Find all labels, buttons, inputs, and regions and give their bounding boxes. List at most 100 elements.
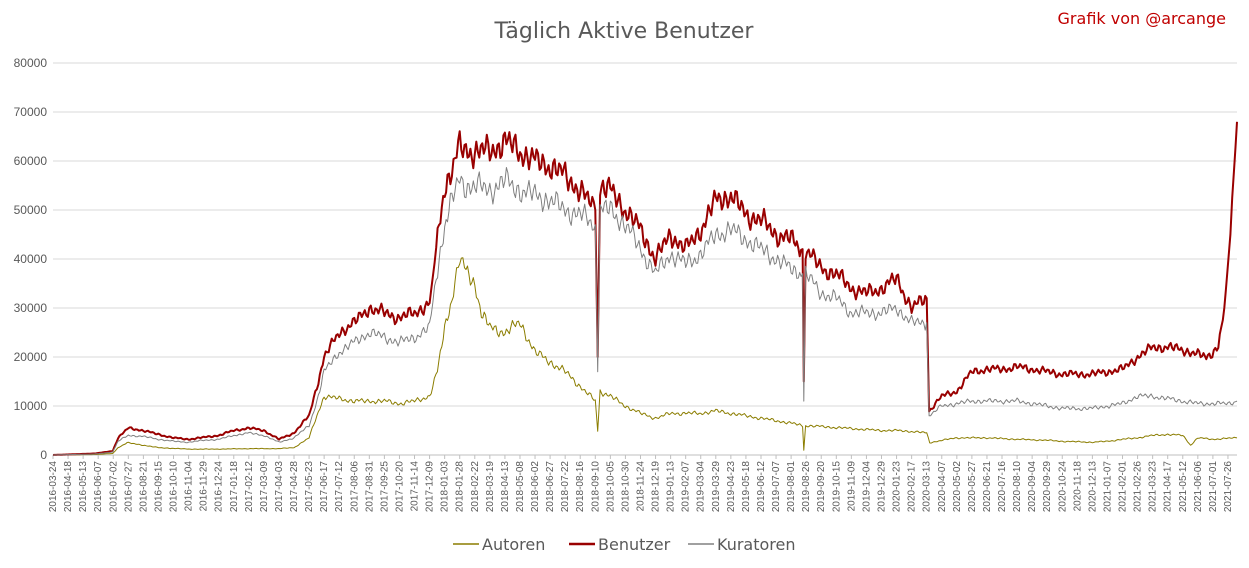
- x-tick-label: 2018-04-13: [500, 461, 511, 513]
- x-tick-label: 2018-10-30: [620, 461, 631, 513]
- y-axis: 0 10000 20000 30000 40000 50000 60000 70000 8000…: [14, 56, 48, 462]
- x-tick-label: 2021-06-06: [1193, 461, 1204, 513]
- legend-label: Benutzer: [598, 535, 671, 554]
- x-tick-label: 2017-09-25: [379, 461, 390, 513]
- x-tick-label: 2020-04-07: [937, 461, 948, 513]
- x-tick-label: 2021-02-01: [1118, 461, 1129, 513]
- x-tick-label: 2019-07-07: [771, 461, 782, 513]
- x-tick-label: 2016-12-24: [214, 461, 225, 513]
- legend: Autoren Benutzer Kuratoren: [453, 535, 796, 554]
- x-tick-label: 2017-04-28: [289, 461, 300, 513]
- x-tick-label: 2018-03-19: [485, 461, 496, 513]
- x-tick-label: 2017-10-20: [394, 461, 405, 513]
- x-tick-label: 2016-03-24: [48, 461, 59, 513]
- x-tick-label: 2019-09-20: [816, 461, 827, 513]
- x-tick-label: 2018-08-16: [575, 461, 586, 513]
- x-tick-label: 2021-05-12: [1178, 461, 1189, 513]
- x-tick-label: 2019-04-23: [726, 461, 737, 513]
- x-tick-label: 2016-10-10: [169, 461, 180, 513]
- x-tick-label: 2020-11-18: [1072, 461, 1083, 512]
- x-tick-label: 2021-01-07: [1102, 461, 1113, 513]
- x-tick-label: 2021-07-26: [1223, 461, 1234, 513]
- x-tick-label: 2017-02-12: [244, 461, 255, 513]
- legend-label: Kuratoren: [717, 535, 796, 554]
- x-tick-label: 2019-08-26: [801, 461, 812, 513]
- x-tick-label: 2018-01-28: [455, 461, 466, 513]
- x-tick-label: 2017-11-14: [410, 461, 421, 512]
- x-tick-label: 2019-10-15: [831, 461, 842, 513]
- x-tick-label: 2019-06-12: [756, 461, 767, 513]
- x-tick-label: 2017-12-09: [425, 461, 436, 513]
- x-tick-label: 2020-02-17: [907, 461, 918, 513]
- chart-credit: Grafik von @arcange: [1058, 9, 1226, 28]
- x-tick-label: 2019-11-09: [846, 461, 857, 512]
- x-tick-label: 2017-08-31: [364, 461, 375, 513]
- x-tick-label: 2021-02-26: [1133, 461, 1144, 513]
- x-tick-label: 2019-03-04: [696, 461, 707, 513]
- legend-label: Autoren: [482, 535, 545, 554]
- x-tick-label: 2016-07-27: [123, 461, 134, 513]
- x-tick-label: 2017-06-17: [319, 461, 330, 513]
- x-tick-label: 2018-01-03: [440, 461, 451, 513]
- y-tick-label: 30000: [14, 301, 48, 315]
- x-tick-label: 2020-10-24: [1057, 461, 1068, 513]
- x-tick-label: 2019-08-01: [786, 461, 797, 513]
- x-tick-label: 2017-04-03: [274, 461, 285, 513]
- x-tick-label: 2018-02-22: [470, 461, 481, 513]
- x-tick-label: 2019-12-29: [876, 461, 887, 513]
- x-tick-label: 2018-09-10: [590, 461, 601, 513]
- x-tick-label: 2021-04-17: [1163, 461, 1174, 513]
- x-tick-label: 2020-09-04: [1027, 461, 1038, 513]
- x-tick-label: 2016-09-15: [153, 461, 164, 513]
- y-tick-label: 10000: [14, 399, 48, 413]
- x-tick-label: 2020-09-29: [1042, 461, 1053, 513]
- x-tick-label: 2018-10-05: [605, 461, 616, 513]
- x-axis: 2016-03-24 2016-04-18 2016-05-13 2016-06-07…: [48, 455, 1234, 512]
- x-tick-label: 2021-03-23: [1148, 461, 1159, 513]
- x-tick-label: 2017-07-12: [334, 461, 345, 513]
- y-tick-label: 40000: [14, 252, 48, 266]
- x-tick-label: 2017-03-09: [259, 461, 270, 513]
- y-tick-label: 70000: [14, 105, 48, 119]
- gridlines: [53, 62, 1237, 456]
- x-tick-label: 2020-05-02: [952, 461, 963, 513]
- x-tick-label: 2018-06-27: [545, 461, 556, 513]
- x-tick-label: 2020-07-16: [997, 461, 1008, 513]
- x-tick-label: 2017-08-06: [349, 461, 360, 513]
- x-tick-label: 2016-05-13: [78, 461, 89, 513]
- x-tick-label: 2016-04-18: [63, 461, 74, 513]
- x-tick-label: 2016-08-21: [138, 461, 149, 513]
- x-tick-label: 2019-03-29: [711, 461, 722, 513]
- x-tick-label: 2020-03-13: [922, 461, 933, 513]
- x-tick-label: 2020-01-23: [892, 461, 903, 513]
- y-tick-label: 60000: [14, 154, 48, 168]
- x-tick-label: 2018-07-22: [560, 461, 571, 513]
- x-tick-label: 2019-05-18: [741, 461, 752, 513]
- x-tick-label: 2020-06-21: [982, 461, 993, 513]
- series-lines: [52, 121, 1238, 456]
- x-tick-label: 2017-01-18: [229, 461, 240, 513]
- x-tick-label: 2018-12-19: [651, 461, 662, 513]
- x-tick-label: 2018-05-08: [515, 461, 526, 513]
- x-tick-label: 2019-01-13: [666, 461, 677, 513]
- y-tick-label: 80000: [14, 56, 48, 70]
- x-tick-label: 2020-08-10: [1012, 461, 1023, 513]
- y-tick-label: 20000: [14, 350, 48, 364]
- x-tick-label: 2016-11-04: [184, 461, 195, 512]
- series-line-kuratoren: [53, 167, 1238, 456]
- x-tick-label: 2016-06-07: [93, 461, 104, 513]
- series-line-autoren: [53, 257, 1238, 456]
- x-tick-label: 2018-06-02: [530, 461, 541, 513]
- x-tick-label: 2020-05-27: [967, 461, 978, 513]
- x-tick-label: 2016-11-29: [199, 461, 210, 512]
- x-tick-label: 2020-12-13: [1087, 461, 1098, 513]
- x-tick-label: 2021-07-01: [1208, 461, 1219, 513]
- chart-title: Täglich Aktive Benutzer: [494, 19, 755, 44]
- x-tick-label: 2017-05-23: [304, 461, 315, 513]
- y-tick-label: 50000: [14, 203, 48, 217]
- x-tick-label: 2016-07-02: [108, 461, 119, 513]
- x-tick-label: 2018-11-24: [635, 461, 646, 512]
